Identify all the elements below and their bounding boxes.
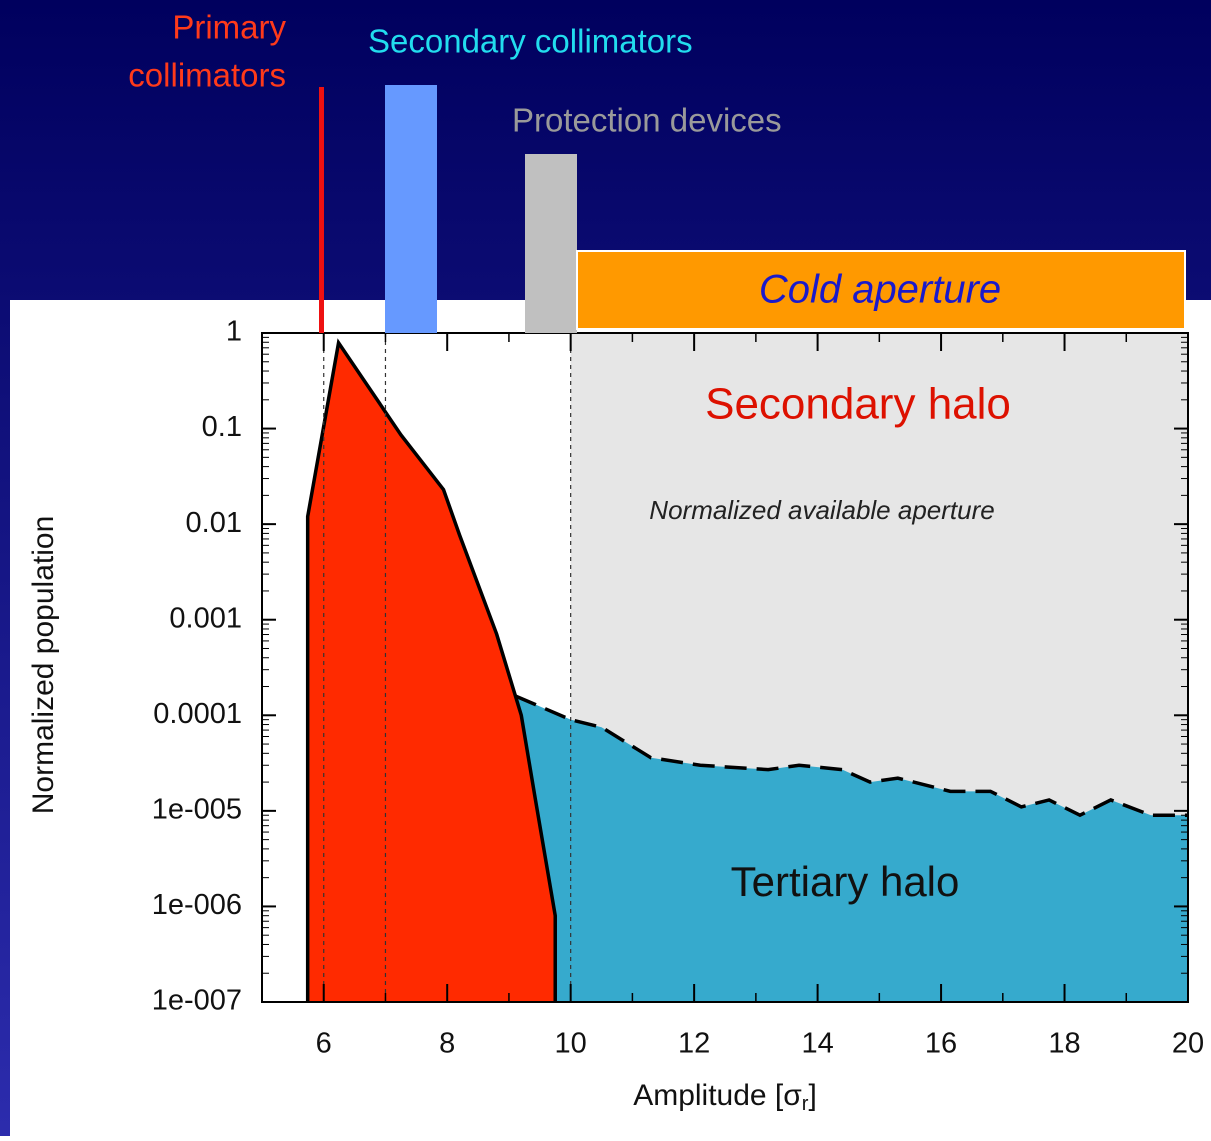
halo-area	[368, 648, 1188, 1002]
x-axis-label-end: ]	[808, 1079, 816, 1112]
y-tick-label: 0.001	[169, 602, 242, 634]
x-axis-label-sub: r	[802, 1093, 809, 1115]
y-tick-label: 0.1	[202, 411, 242, 443]
x-tick-label: 16	[925, 1028, 957, 1060]
x-tick-label: 14	[801, 1028, 833, 1060]
x-tick-label: 10	[555, 1028, 587, 1060]
secondary-collimators-label: Secondary collimators	[368, 23, 693, 60]
cold-label: Cold aperture	[759, 268, 1001, 312]
cold-aperture	[576, 250, 1186, 330]
primary-label: collimators	[128, 57, 286, 94]
y-tick-label: 0.01	[186, 507, 242, 539]
plot: 1 0.1 0.01 0.001 0.0001 1e-005 1e-006 1e-007 6 8 1…	[152, 316, 1204, 1060]
x-tick-label: 20	[1172, 1028, 1204, 1060]
y-tick-label: 1e-007	[152, 985, 242, 1017]
tertiary-halo-label: Tertiary halo	[731, 858, 960, 905]
x-tick-label: 6	[316, 1028, 332, 1060]
secondary-halo-label: Secondary halo	[705, 380, 1011, 429]
protection-label: Protection devices	[512, 102, 782, 139]
y-tick-label: 0.0001	[153, 698, 242, 730]
halo-outline	[367, 646, 1188, 1003]
y-tick-label: 1	[226, 316, 242, 348]
halo-outline	[305, 338, 557, 1002]
protection-device	[525, 154, 577, 333]
aperture-label: Normalized available aperture	[649, 495, 994, 525]
secondary-collimator	[385, 85, 437, 333]
plot-frame	[261, 332, 1189, 1003]
x-tick-label: 8	[439, 1028, 455, 1060]
x-tick-label: 18	[1048, 1028, 1080, 1060]
primary-collimator	[319, 87, 324, 333]
x-tick-label: 12	[678, 1028, 710, 1060]
x-axis-label: Amplitude [σr]	[633, 1079, 817, 1115]
primary-label: Primary	[172, 9, 286, 46]
y-axis-label: Normalized population	[27, 516, 60, 815]
y-tick-label: 1e-005	[152, 794, 242, 826]
x-axis-label: Amplitude [σ	[633, 1079, 802, 1112]
y-tick-label: 1e-006	[152, 889, 242, 921]
halo-area	[307, 342, 556, 1002]
